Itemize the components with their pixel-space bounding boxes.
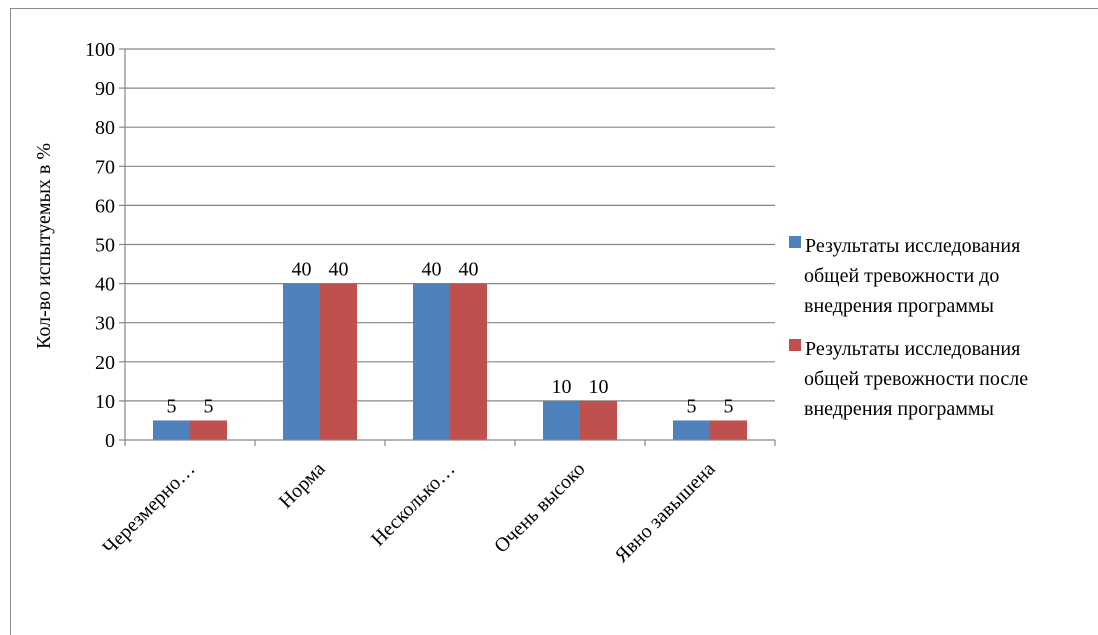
- y-tick-label: 80: [95, 117, 115, 139]
- data-label: 5: [167, 395, 177, 417]
- bar: [710, 420, 747, 440]
- x-tick-labels: Черезмерно… Норма Несколько… Очень высоко Яв…: [99, 458, 720, 567]
- bar: [153, 420, 190, 440]
- legend: Результаты исследования общей тревожности…: [789, 235, 1028, 420]
- bar: [450, 283, 487, 440]
- bar: [413, 283, 450, 440]
- x-tick-label: Очень высоко: [490, 458, 589, 557]
- y-tick-label: 70: [95, 156, 115, 178]
- y-tick-label: 60: [95, 195, 115, 217]
- y-tick-label: 30: [95, 313, 115, 335]
- bar: [580, 400, 617, 440]
- bars: [153, 283, 747, 440]
- data-label: 40: [459, 259, 479, 281]
- bar: [283, 283, 320, 440]
- data-label: 40: [329, 259, 349, 281]
- y-tick-label: 20: [95, 352, 115, 374]
- data-label: 5: [204, 395, 214, 417]
- x-tick-label: Несколько…: [367, 458, 460, 551]
- data-label: 10: [589, 376, 609, 398]
- legend-swatch: [789, 236, 801, 248]
- x-tick-label: Норма: [275, 458, 330, 513]
- y-tick-label: 0: [105, 430, 115, 452]
- chart-frame: [10, 8, 1098, 635]
- bar: [673, 420, 710, 440]
- data-label: 5: [724, 395, 734, 417]
- bar: [543, 400, 580, 440]
- data-label: 40: [422, 259, 442, 281]
- y-axis-label: Кол-во испытуемых в %: [33, 143, 55, 349]
- data-label: 40: [292, 259, 312, 281]
- x-axis: [124, 439, 776, 446]
- data-label: 5: [687, 395, 697, 417]
- y-tick-label: 100: [85, 39, 115, 61]
- x-tick-label: Черезмерно…: [99, 458, 200, 559]
- bar: [190, 420, 227, 440]
- bar: [320, 283, 357, 440]
- y-tick-labels: 0 10 20 30 40 50 60 70 80 90 100: [85, 39, 115, 452]
- data-label: 10: [552, 376, 572, 398]
- legend-entry: Результаты исследования общей тревожности…: [804, 235, 1020, 317]
- x-tick-label: Явно завышена: [611, 458, 720, 567]
- y-tick-label: 10: [95, 391, 115, 413]
- y-tick-label: 90: [95, 78, 115, 100]
- y-tick-label: 40: [95, 274, 115, 296]
- data-labels: 5 5 40 40 40 40 10 10 5 5: [167, 259, 734, 418]
- y-tick-label: 50: [95, 235, 115, 257]
- legend-swatch: [789, 339, 801, 351]
- legend-entry: Результаты исследования общей тревожности…: [804, 338, 1028, 420]
